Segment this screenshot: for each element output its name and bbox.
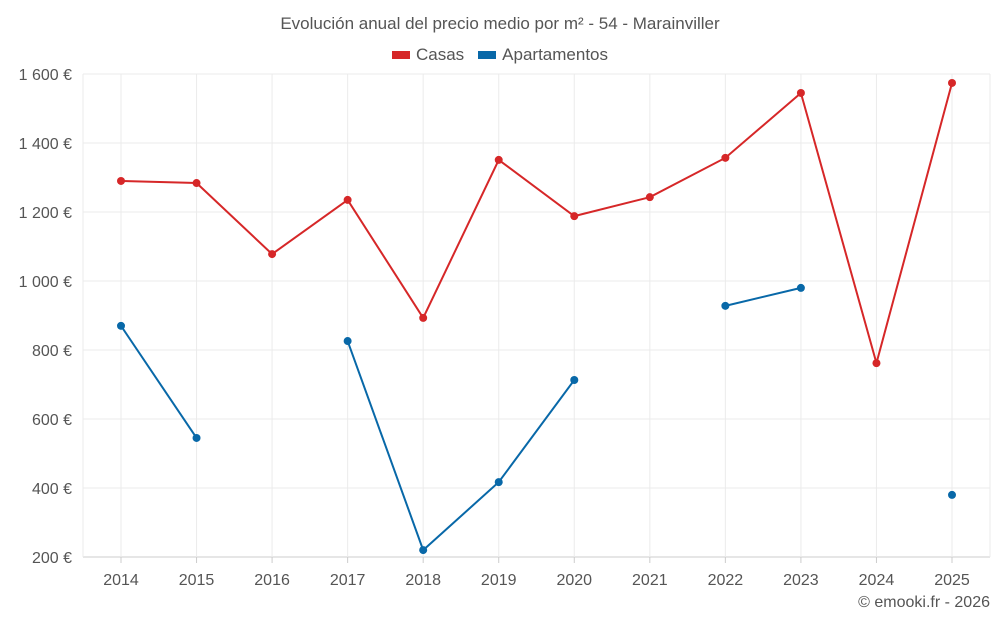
legend-swatch bbox=[391, 51, 410, 59]
series-line-apartamentos bbox=[120, 325, 198, 439]
x-tick-label: 2024 bbox=[859, 572, 895, 589]
data-point-apartamentos bbox=[494, 478, 503, 487]
y-tick-label: 1 200 € bbox=[19, 205, 72, 222]
credit: © emooki.fr - 2026 bbox=[858, 594, 990, 611]
data-point-casas bbox=[192, 179, 201, 188]
data-point-apartamentos bbox=[796, 283, 805, 292]
series-line-casas bbox=[120, 82, 953, 367]
series-line-apartamentos bbox=[725, 286, 802, 307]
y-tick-label: 1 600 € bbox=[19, 67, 72, 84]
y-tick-label: 1 400 € bbox=[19, 136, 72, 153]
data-point-apartamentos bbox=[117, 321, 125, 330]
x-tick-label: 2023 bbox=[783, 572, 819, 589]
data-point-casas bbox=[872, 359, 881, 368]
data-point-casas bbox=[343, 195, 352, 204]
x-tick-label: 2020 bbox=[556, 572, 592, 589]
data-point-apartamentos bbox=[192, 433, 201, 442]
legend: Casas Apartamentos bbox=[0, 45, 1000, 65]
legend-item-casas[interactable]: Casas bbox=[391, 45, 465, 65]
y-tick-label: 600 € bbox=[32, 412, 72, 429]
x-tick-label: 2019 bbox=[481, 572, 517, 589]
data-point-casas bbox=[494, 155, 503, 164]
data-point-apartamentos bbox=[948, 490, 956, 499]
data-point-apartamentos bbox=[570, 376, 579, 385]
x-tick-label: 2022 bbox=[708, 572, 744, 589]
data-point-casas bbox=[721, 153, 730, 162]
x-tick-label: 2025 bbox=[934, 572, 970, 589]
y-tick-label: 400 € bbox=[32, 481, 72, 498]
data-point-apartamentos bbox=[721, 301, 730, 310]
x-tick-label: 2014 bbox=[103, 572, 139, 589]
y-tick-label: 800 € bbox=[32, 343, 72, 360]
data-point-casas bbox=[645, 193, 654, 202]
x-tick-label: 2015 bbox=[179, 572, 215, 589]
legend-label: Apartamentos bbox=[502, 45, 609, 64]
series-line-apartamentos bbox=[346, 340, 576, 552]
data-point-casas bbox=[419, 313, 428, 322]
legend-item-apartamentos[interactable]: Apartamentos bbox=[478, 45, 608, 65]
x-tick-label: 2016 bbox=[254, 572, 290, 589]
y-tick-label: 1 000 € bbox=[19, 274, 72, 291]
x-tick-label: 2018 bbox=[405, 572, 441, 589]
y-tick-label: 200 € bbox=[32, 550, 72, 567]
data-point-casas bbox=[117, 176, 125, 185]
data-point-apartamentos bbox=[419, 546, 428, 555]
x-tick-label: 2017 bbox=[330, 572, 366, 589]
data-point-casas bbox=[570, 212, 579, 221]
chart-title: Evolución anual del precio medio por m² … bbox=[280, 14, 720, 33]
data-point-casas bbox=[268, 250, 277, 259]
data-point-apartamentos bbox=[343, 337, 352, 346]
data-point-casas bbox=[948, 78, 956, 87]
legend-swatch bbox=[478, 51, 497, 59]
x-tick-label: 2021 bbox=[632, 572, 668, 589]
data-point-casas bbox=[796, 88, 805, 97]
legend-label: Casas bbox=[415, 45, 465, 64]
